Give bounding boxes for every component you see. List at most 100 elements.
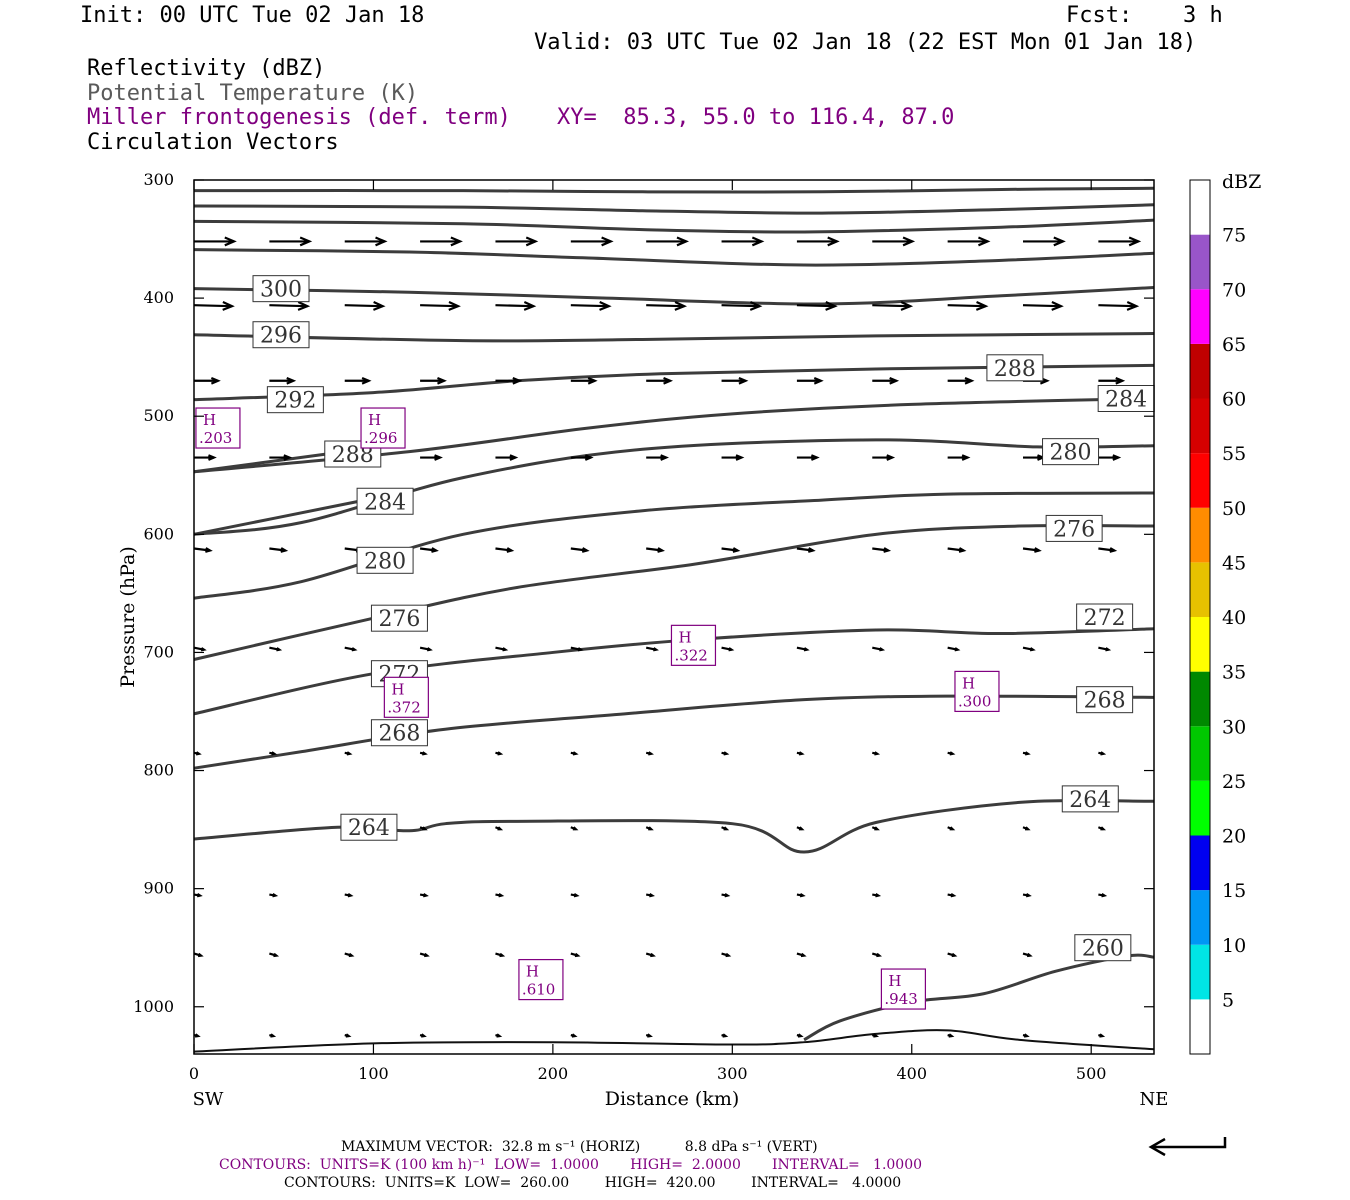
- circulation-vector: [269, 893, 279, 898]
- circulation-vector: [796, 952, 807, 958]
- colorbar-frame: [1189, 179, 1211, 1055]
- y-tick-label: 800: [143, 761, 174, 780]
- field-circulation: Circulation Vectors: [87, 130, 339, 155]
- y-tick-label: 1000: [133, 997, 174, 1016]
- theta-contour-label: 280: [1042, 438, 1100, 466]
- theta-contour: [193, 499, 360, 536]
- svg-text:H: H: [678, 628, 691, 646]
- axes: 300 400 500 600 700 800 900 1000 0 100 200 300 400 50…: [117, 170, 1168, 1110]
- circulation-vector: [721, 751, 730, 756]
- circulation-vector: [947, 301, 989, 311]
- theta-contour: [193, 452, 327, 474]
- x-tick-label: 0: [189, 1064, 199, 1083]
- colorbar-label: 20: [1222, 826, 1246, 848]
- circulation-vector: [947, 454, 971, 461]
- svg-text:280: 280: [364, 549, 406, 574]
- frontogenesis-max: H.610: [518, 958, 564, 1001]
- circulation-vector: [1022, 646, 1036, 652]
- circulation-vector: [193, 751, 202, 756]
- forecast-label: Fcst:: [1066, 3, 1133, 28]
- circulation-vector: [947, 376, 975, 385]
- circulation-vector: [721, 1033, 729, 1038]
- theta-contour-label: 264: [340, 813, 398, 841]
- circulation-vector: [570, 236, 614, 247]
- circulation-vector: [947, 952, 958, 958]
- frontogenesis-max: H.296: [360, 407, 406, 449]
- svg-text:276: 276: [1053, 517, 1095, 542]
- circulation-vector: [344, 1033, 352, 1038]
- svg-text:296: 296: [260, 324, 302, 349]
- circulation-vector: [269, 1033, 277, 1038]
- x-left-label: SW: [193, 1089, 224, 1110]
- circulation-vector: [796, 301, 838, 311]
- circulation-vector: [344, 751, 353, 756]
- circulation-vector: [194, 236, 237, 247]
- circulation-vector: [646, 893, 655, 898]
- circulation-vector: [872, 376, 900, 385]
- theta-contour: [193, 203, 1155, 215]
- x-axis-title: Distance (km): [605, 1088, 740, 1110]
- theta-contour-info: CONTOURS: UNITS=K LOW= 260.00 HIGH= 420.…: [284, 1175, 902, 1191]
- circulation-vector: [721, 454, 745, 461]
- theta-contour-label: 276: [1045, 514, 1103, 542]
- field-reflectivity: Reflectivity (dBZ): [87, 56, 326, 81]
- circulation-vector: [419, 952, 430, 958]
- theta-contour-label: 284: [356, 487, 414, 515]
- svg-text:280: 280: [1050, 441, 1092, 466]
- circulation-vector: [570, 301, 612, 311]
- circulation-vector: [570, 547, 590, 553]
- circulation-vector: [419, 547, 439, 553]
- colorbar-label: 35: [1222, 662, 1246, 684]
- colorbar-label: 5: [1222, 989, 1234, 1011]
- circulation-vector: [495, 646, 509, 652]
- circulation-vector: [1022, 751, 1031, 756]
- x-tick-label: 100: [358, 1064, 389, 1083]
- circulation-vector: [721, 826, 730, 831]
- circulation-vector: [721, 376, 749, 385]
- x-tick-label: 200: [538, 1064, 569, 1083]
- colorbar-label: 45: [1222, 552, 1246, 574]
- circulation-vector: [645, 751, 654, 756]
- theta-contour-label: 264: [1061, 785, 1119, 813]
- colorbar-swatch: [1190, 343, 1210, 399]
- circulation-vector: [871, 952, 882, 958]
- circulation-vector: [495, 301, 537, 311]
- x-tick-label: 400: [896, 1064, 927, 1083]
- theta-contour: [193, 285, 1155, 306]
- circulation-vector: [420, 376, 447, 385]
- circulation-vector: [645, 826, 654, 831]
- circulation-vector: [1097, 826, 1106, 831]
- circulation-vector: [645, 646, 659, 652]
- circulation-vector: [269, 952, 280, 958]
- circulation-vector: [570, 1033, 578, 1038]
- svg-text:260: 260: [1082, 937, 1124, 962]
- circulation-vector: [796, 236, 840, 247]
- svg-text:H: H: [962, 674, 975, 692]
- theta-contour-label: 300: [252, 275, 310, 303]
- y-tick-label: 500: [143, 406, 174, 425]
- circulation-vector: [721, 952, 732, 958]
- circulation-vector: [269, 376, 297, 385]
- circulation-vector: [721, 236, 765, 247]
- svg-text:284: 284: [1105, 388, 1147, 413]
- circulation-vector: [1098, 893, 1108, 898]
- theta-contour-label: 276: [370, 604, 428, 632]
- theta-contour: [193, 363, 1155, 402]
- circulation-vector: [344, 893, 354, 898]
- colorbar-swatch: [1190, 507, 1210, 563]
- y-tick-label: 600: [143, 524, 174, 543]
- svg-text:H: H: [888, 972, 901, 990]
- colorbar-label: 65: [1222, 334, 1246, 356]
- forecast-hour: 3 h: [1183, 3, 1223, 28]
- circulation-vector: [646, 454, 670, 461]
- circulation-vector: [570, 751, 579, 756]
- circulation-vector: [646, 236, 690, 247]
- colorbar-swatch: [1190, 234, 1210, 290]
- colorbar-swatch: [1190, 617, 1210, 672]
- circulation-vector: [721, 301, 763, 311]
- circulation-vector: [1022, 826, 1031, 831]
- colorbar-label: 25: [1222, 771, 1246, 793]
- colorbar-unit: dBZ: [1222, 171, 1261, 193]
- circulation-vector: [495, 547, 515, 553]
- circulation-vector: [1022, 301, 1064, 311]
